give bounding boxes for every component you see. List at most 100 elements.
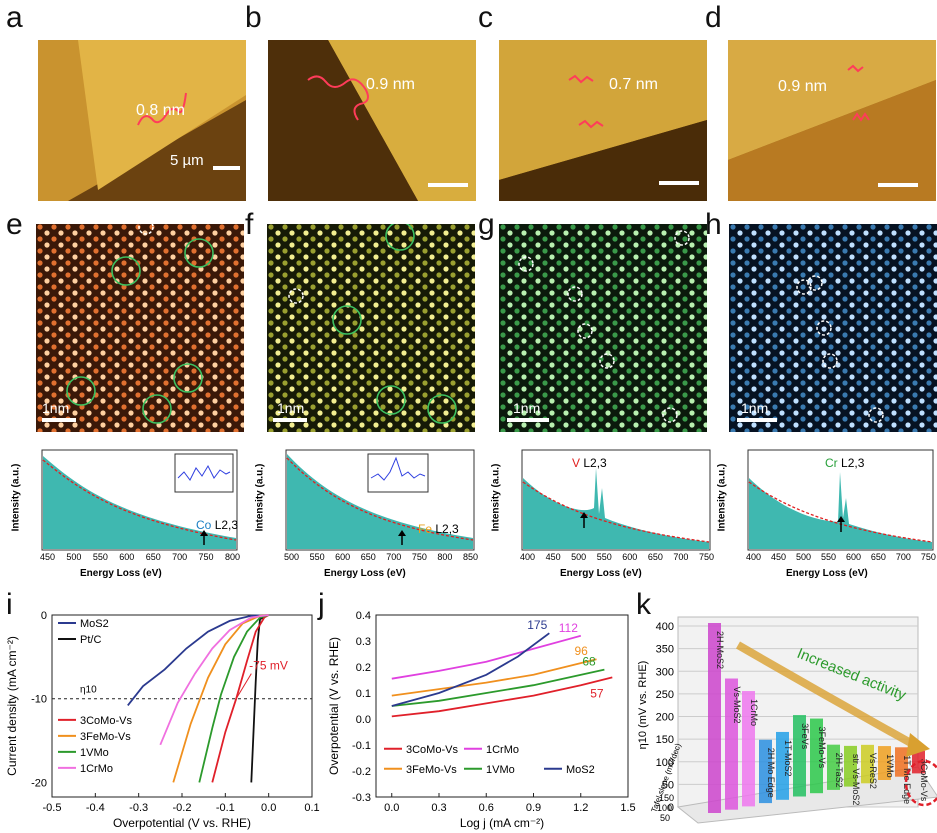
x-tick-labels: 450 500 550 600 650 700 750 800 [40,552,240,562]
series-line-3FeMo-Vs [391,658,597,697]
bar-str. Vs-MoS2 [844,745,857,787]
tafel-tick-label: 100 [657,803,672,813]
edge-element: V [572,456,581,470]
edge-label: L2,3 [841,456,865,470]
legend-label: 3CoMo-Vs [406,744,458,756]
x-tick: 700 [386,552,402,562]
stem-image-h: 1nm [729,224,937,432]
series-line-3CoMo-Vs [211,614,270,783]
panel-label-d: d [705,1,722,34]
legend-label: MoS2 [80,618,109,630]
y-tick-label: -20 [31,777,47,789]
bar-3FeMo-Vs [810,718,823,794]
x-tick: 550 [596,552,612,562]
bar-1VMo [878,746,891,780]
z-tick-label: 100 [656,757,674,769]
panel-label-e: e [6,208,23,241]
y-tick-label: 0 [41,610,47,622]
x-tick-label: -0.4 [86,802,105,814]
series-line-1VMo [198,614,269,783]
bar-label: 3FeMo-Vs [817,727,827,769]
eels-spectrum-fe: Fe L2,3 500 550 600 650 700 750 800 850 Energy … [238,448,478,588]
eta10-label: η10 [80,685,97,696]
x-tick: 500 [284,552,300,562]
x-tick-labels: 400 450 500 550 600 650 700 750 [746,552,936,562]
x-axis-label: Energy Loss (eV) [786,568,868,579]
x-tick-label: -0.1 [216,802,235,814]
bar-label: 1T-MoS2 [783,740,793,777]
x-tick: 700 [673,552,689,562]
y-axis-label: Intensity (a.u.) [10,463,22,532]
series-line-3CoMo-Vs [391,676,613,718]
slope-label: 57 [590,686,604,700]
bar-label: Vs-ReS2 [868,753,878,789]
x-tick: 450 [545,552,561,562]
bar-2H Mo Edge [759,739,772,804]
y-tick-label: 0.4 [356,610,371,622]
series-line-Pt/C [250,614,270,783]
bar-label: 2H-TaS2 [834,753,844,788]
series-line-1CrMo [391,634,582,680]
thickness-label: 0.9 nm [778,78,827,95]
x-tick: 700 [172,552,188,562]
series-line-MoS2 [391,632,550,707]
trend-arrow [735,641,920,751]
z-tick-label: 300 [656,666,674,678]
bar-2H-TaS2 [827,744,840,790]
x-tick: 450 [770,552,787,562]
y-tick-label: -0.1 [352,740,371,752]
y-tick-label: 0.2 [356,662,371,674]
x-tick: 650 [360,552,376,562]
x-tick: 650 [870,552,886,562]
x-tick-label: 0.9 [526,802,541,814]
x-tick-labels: 400 450 500 550 600 650 700 750 [520,552,714,562]
bar-label: 1VMo [885,754,895,778]
x-axis-label: Energy Loss (eV) [324,568,406,579]
afm-image-c: 0.7 nm [499,40,707,201]
edge-element: Fe [418,522,433,536]
panel-label-f: f [245,208,254,241]
x-tick: 500 [66,552,82,562]
legend-label: 1CrMo [80,763,113,775]
chart-polarization-curves: -0.5 -0.4 -0.3 -0.2 -0.1 0.0 0.1 0 -10 -20 Overpot… [5,610,320,830]
x-tick-label: -0.3 [129,802,148,814]
x-tick: 750 [920,552,936,562]
scale-label: 1nm [277,400,305,416]
x-tick: 700 [895,552,911,562]
panel-label-b: b [245,1,262,34]
edge-element: Cr [825,456,838,470]
y-tick-label: 0.1 [356,688,371,700]
eels-spectrum-v: V L2,3 400 450 500 550 600 650 700 750 Energy L… [474,448,714,588]
x-tick: 400 [520,552,536,562]
panel-label-g: g [478,208,495,241]
panel-label-c: c [478,1,493,34]
bar-1CrMo [742,691,755,807]
plot-frame [375,614,629,798]
bar-label: Vs-MoS2 [732,687,742,724]
x-tick: 600 [622,552,638,562]
legend-label: 3FeMo-Vs [406,764,457,776]
y-tick-label: 0.0 [356,714,371,726]
bar-label: 2H Mo Edge [766,748,776,798]
z-tick-label: 0 [668,802,674,814]
stem-image-f: 1nm [267,224,475,432]
scale-label: 1nm [42,400,70,416]
legend-label: 1VMo [486,764,515,776]
panel-label-a: a [6,1,23,34]
x-axis-label: Log j (mA cm⁻²) [460,816,544,830]
annotation-arrow [235,673,252,699]
stem-image-g: 1nm [499,224,707,432]
x-tick-label: 0.3 [431,802,446,814]
y-tick-label: -0.3 [352,792,371,804]
chart-tafel-plots: 0.0 0.3 0.6 0.9 1.2 1.5 0.4 0.3 0.2 0.1 0.0 -0.1 -0.… [327,610,636,830]
slope-label: 112 [559,621,578,635]
x-tick-label: 0.6 [479,802,494,814]
x-tick-label: 0.0 [384,802,399,814]
stem-image-e: 1nm [36,224,244,432]
annotation-label: -75 mV [249,658,288,672]
x-tick: 650 [647,552,663,562]
slope-label: 68 [582,655,596,669]
x-tick: 750 [198,552,214,562]
bar-label: 1CrMo [749,699,759,726]
slope-label: 96 [575,644,589,658]
